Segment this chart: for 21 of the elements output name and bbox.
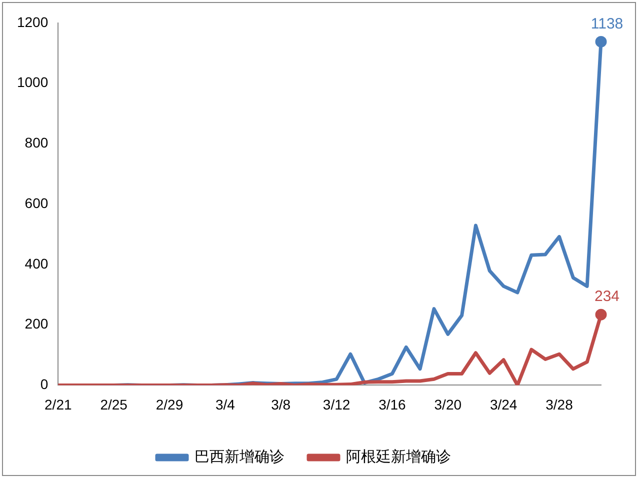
y-tick-label: 0 — [40, 376, 48, 392]
y-tick-label: 200 — [24, 316, 48, 332]
y-tick-label: 800 — [24, 134, 48, 151]
x-tick-label: 3/20 — [434, 396, 462, 412]
x-tick-label: 3/8 — [271, 396, 291, 412]
x-tick-label: 3/16 — [378, 396, 406, 412]
data-label: 1138 — [590, 15, 624, 32]
data-label: 234 — [594, 288, 620, 306]
x-tick-label: 3/24 — [490, 396, 518, 412]
x-tick-label: 2/25 — [100, 396, 128, 412]
y-tick-label: 600 — [24, 194, 48, 211]
x-tick-label: 3/12 — [322, 396, 350, 412]
y-tick-label: 1200 — [16, 14, 48, 30]
x-tick-label: 2/29 — [156, 396, 184, 412]
legend-label: 阿根廷新增确诊 — [346, 448, 451, 466]
x-tick-label: 2/21 — [44, 396, 72, 412]
y-tick-label: 400 — [24, 255, 48, 272]
y-tick-label: 1000 — [16, 74, 48, 90]
x-tick-label: 3/28 — [546, 396, 574, 412]
x-tick-label: 3/4 — [215, 396, 236, 412]
legend-label: 巴西新增确诊 — [194, 448, 284, 466]
